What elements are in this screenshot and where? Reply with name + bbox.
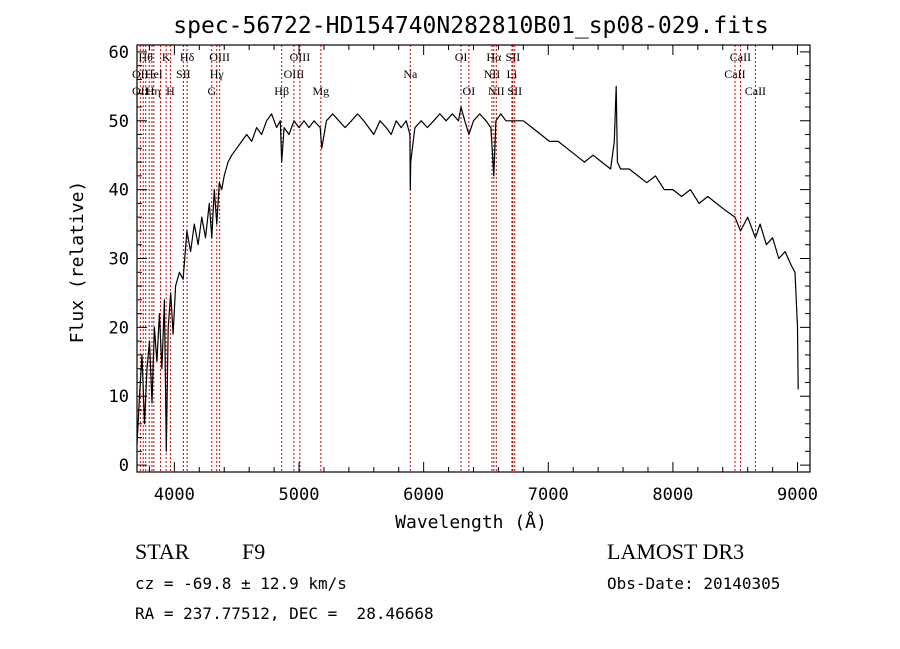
observation-date: Obs-Date: 20140305: [607, 574, 781, 593]
line-marker-label: Hδ: [180, 50, 195, 64]
x-axis-label: Wavelength (Å): [395, 511, 547, 533]
chart-title: spec-56722-HD154740N282810B01_sp08-029.f…: [173, 13, 768, 39]
y-tick-label: 10: [109, 387, 129, 407]
spectral-subclass: F9: [242, 539, 266, 564]
y-tick-label: 30: [109, 250, 129, 270]
line-markers: [139, 45, 756, 472]
line-marker-label: Hη: [146, 84, 161, 98]
x-axis-ticks: 4000 5000 6000 7000 8000 9000: [148, 45, 818, 505]
y-tick-label: 50: [109, 112, 129, 132]
line-marker-label: OII: [132, 67, 149, 81]
radial-velocity: cz = -69.8 ± 12.9 km/s: [135, 574, 347, 593]
line-marker-label: HeI: [145, 67, 163, 81]
x-tick-label: 5000: [279, 485, 320, 505]
line-marker-label: Hα: [486, 50, 502, 64]
line-marker-label: SII: [507, 84, 522, 98]
line-marker-label: SII: [506, 50, 521, 64]
y-tick-label: 60: [109, 43, 129, 63]
line-marker-label: Hβ: [274, 84, 289, 98]
line-marker-label: OI: [463, 84, 476, 98]
line-marker-label: OI: [455, 50, 468, 64]
line-marker-label: SII: [176, 67, 191, 81]
line-marker-label: H: [166, 84, 175, 98]
sky-coordinates: RA = 237.77512, DEC = 28.46668: [135, 604, 434, 623]
line-marker-label: OIII: [290, 50, 311, 64]
y-axis-label: Flux (relative): [67, 181, 88, 344]
line-marker-label: NII: [484, 67, 501, 81]
line-marker-label: NII: [488, 84, 505, 98]
spectrum-line: [136, 85, 799, 452]
x-tick-label: 9000: [777, 485, 818, 505]
line-marker-label: CaII: [745, 84, 766, 98]
line-marker-label: Hγ: [210, 67, 225, 81]
line-marker-label: OIII: [284, 67, 305, 81]
y-axis-ticks: 0 10 20 30 40 50 60: [109, 43, 810, 476]
object-class: STAR: [135, 539, 190, 564]
x-tick-label: 7000: [528, 485, 569, 505]
plot-frame: [136, 44, 811, 473]
y-tick-label: 0: [119, 456, 129, 476]
line-marker-label: Hθ: [139, 50, 154, 64]
line-marker-label: CaII: [730, 50, 751, 64]
line-marker-label: Mg: [312, 84, 329, 98]
x-tick-label: 4000: [154, 485, 195, 505]
line-marker-label: Li: [507, 67, 518, 81]
survey-name: LAMOST DR3: [607, 539, 745, 564]
line-marker-label: Na: [403, 67, 418, 81]
line-marker-label: OIII: [209, 50, 230, 64]
y-tick-label: 20: [109, 318, 129, 338]
x-tick-label: 8000: [652, 485, 693, 505]
line-marker-label: OII: [132, 84, 149, 98]
line-marker-label: G: [207, 84, 216, 98]
line-marker-label: CaII: [724, 67, 745, 81]
y-tick-label: 40: [109, 181, 129, 201]
x-tick-label: 6000: [403, 485, 444, 505]
line-marker-label: K: [162, 50, 171, 64]
